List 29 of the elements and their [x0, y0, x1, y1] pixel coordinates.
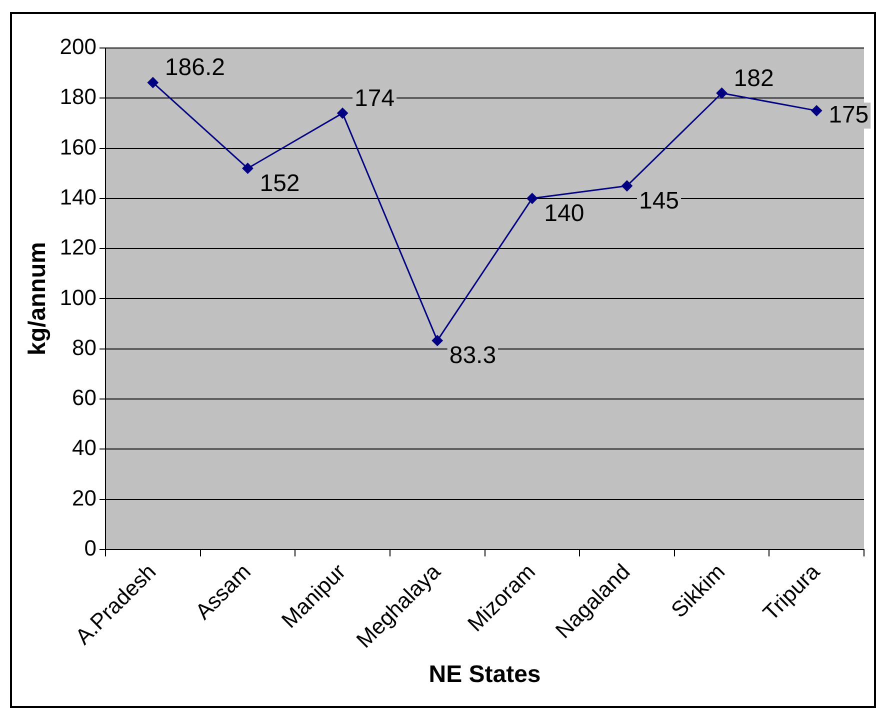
- point: [716, 88, 728, 99]
- y-axis-title: kg/annum: [24, 242, 52, 356]
- data-label: 145: [638, 188, 680, 215]
- y-tick-label: 40: [72, 435, 97, 460]
- y-tick-label: 200: [60, 34, 97, 60]
- data-label: 83.3: [449, 342, 496, 370]
- point: [432, 335, 443, 346]
- data-label: 182: [734, 64, 774, 92]
- y-tick-label: 100: [60, 284, 97, 310]
- y-tick-label: 60: [72, 385, 97, 410]
- x-axis-title: NE States: [428, 661, 541, 688]
- y-tick-label: 140: [60, 184, 97, 210]
- point: [621, 180, 632, 192]
- data-label: 174: [354, 84, 395, 112]
- y-tick-label: 80: [72, 334, 97, 360]
- data-label: 186.2: [164, 54, 225, 82]
- point: [147, 77, 158, 88]
- point: [526, 192, 538, 204]
- y-tick-label: 160: [60, 134, 97, 160]
- point: [242, 162, 254, 174]
- data-label: 140: [544, 200, 584, 228]
- data-label: 152: [260, 170, 300, 197]
- point: [337, 108, 348, 119]
- y-tick-label: 0: [84, 535, 97, 560]
- y-tick-label: 180: [60, 84, 97, 110]
- data-label: 175: [828, 101, 869, 128]
- y-tick-label: 20: [72, 485, 97, 510]
- y-tick-label: 120: [60, 234, 97, 260]
- point: [811, 105, 822, 116]
